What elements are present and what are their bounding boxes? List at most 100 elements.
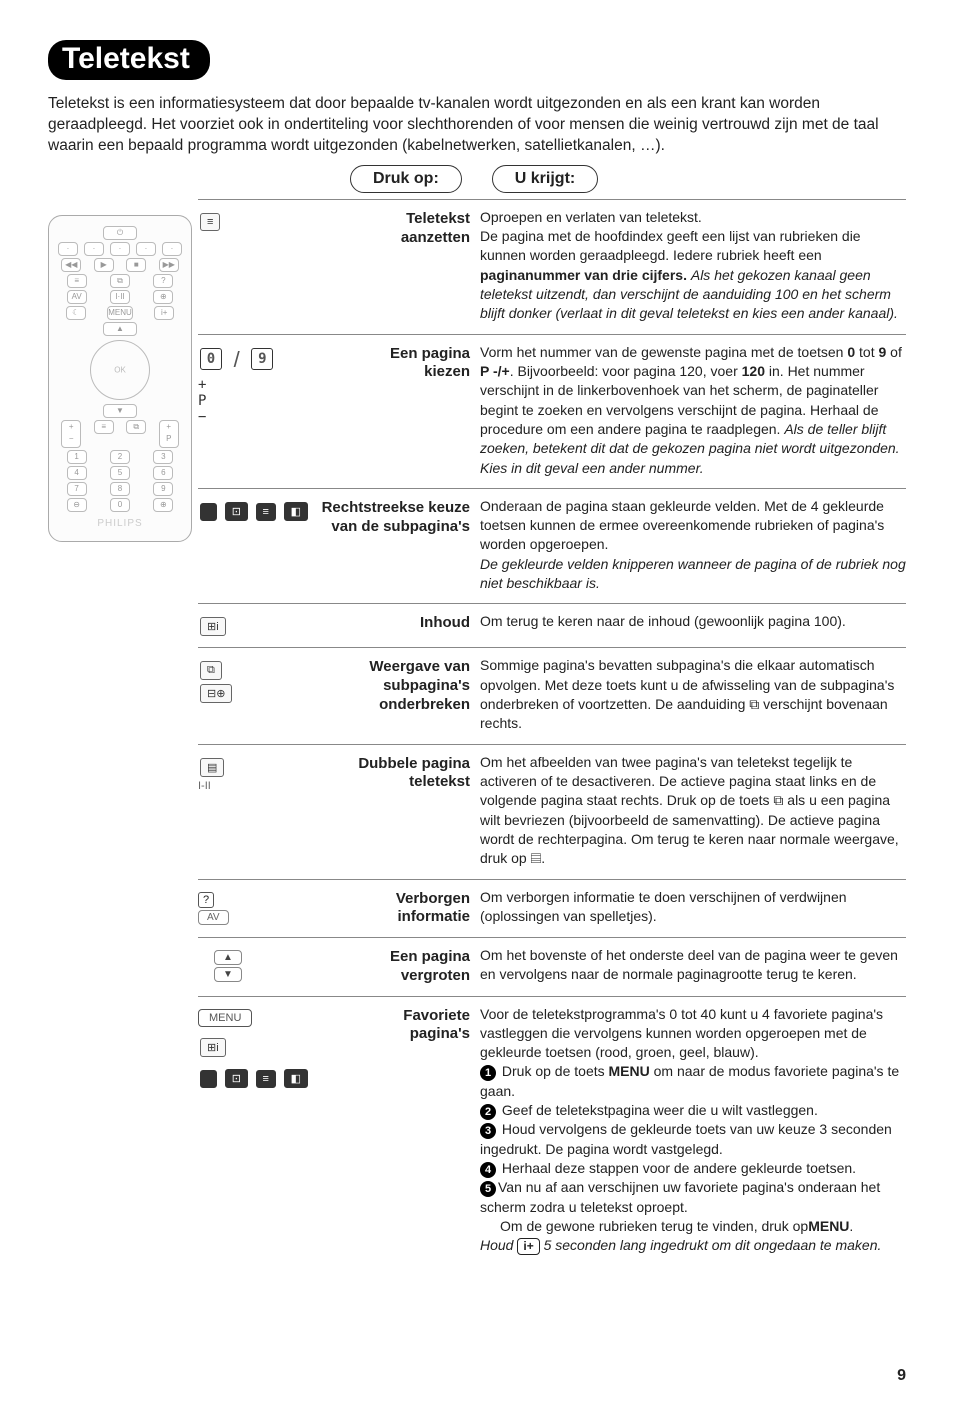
- row-label: Teletekst aanzetten: [310, 208, 480, 324]
- text: Van nu af aan verschijnen uw favoriete p…: [480, 1179, 880, 1214]
- row-body: Om terug te keren naar de inhoud (gewoon…: [480, 612, 906, 637]
- row-icon: [198, 946, 310, 986]
- row-label: Een pagina kiezen: [310, 343, 480, 478]
- step-number-icon: 4: [480, 1162, 496, 1178]
- text: Om het bovenste of het onderste deel van…: [480, 947, 898, 982]
- row-icon: ? AV: [198, 888, 310, 928]
- index-icon: ⊞i: [200, 617, 226, 636]
- label-line: kiezen: [424, 363, 470, 380]
- row-label: Een pagina vergroten: [310, 946, 480, 986]
- av-icon: AV: [198, 910, 229, 925]
- page-number: 9: [897, 1367, 906, 1385]
- table-row: 0 / 9 +P− Een pagina kiezen Vorm het num…: [198, 335, 906, 489]
- text: Om verborgen informatie te doen verschij…: [480, 889, 847, 924]
- subpage-icon: ⊟⊕: [200, 684, 232, 703]
- row-label: Dubbele pagina teletekst: [310, 753, 480, 869]
- iplus-icon: i+: [517, 1238, 539, 1255]
- label-line: vergroten: [401, 967, 470, 984]
- header-you-get: U krijgt:: [492, 165, 598, 193]
- label-line: aanzetten: [401, 229, 470, 246]
- digit-key-icon: 9: [251, 348, 273, 370]
- digit-key-icon: 0: [200, 348, 222, 370]
- text: Herhaal deze stappen voor de andere gekl…: [498, 1160, 856, 1176]
- yellow-key-icon: ≡: [256, 1070, 276, 1088]
- bold-text: 120: [742, 363, 765, 379]
- menu-button-icon: MENU: [198, 1009, 252, 1027]
- page-root: Teletekst Teletekst is een informatiesys…: [0, 0, 954, 1405]
- blue-key-icon: ◧: [284, 502, 308, 521]
- row-body: Vorm het nummer van de gewenste pagina m…: [480, 343, 906, 478]
- row-label: Favoriete pagina's: [310, 1005, 480, 1256]
- text: Om terug te keren naar de inhoud (gewoon…: [480, 613, 846, 629]
- up-arrow-icon: [214, 950, 242, 965]
- row-body: Oproepen en verlaten van teletekst. De p…: [480, 208, 906, 324]
- page-title: Teletekst: [48, 40, 210, 80]
- step-number-icon: 1: [480, 1065, 496, 1081]
- row-body: Om het afbeelden van twee pagina's van t…: [480, 753, 906, 869]
- remote-illustration-column: ⏻ ····· ◀◀▶■▶▶ ≡⧉? AVI·II⊕ ☾MENUi+ ▲: [48, 215, 198, 1266]
- text: Om de gewone rubrieken terug te vinden, …: [500, 1217, 808, 1236]
- table-row: ? AV Verborgen informatie Om verborgen i…: [198, 880, 906, 939]
- text: Druk op de toets: [498, 1063, 609, 1079]
- text: Onderaan de pagina staan gekleurde velde…: [480, 498, 884, 553]
- label-line: Rechtstreekse keuze: [322, 499, 470, 516]
- step-number-icon: 2: [480, 1104, 496, 1120]
- label-line: Favoriete: [403, 1007, 470, 1024]
- green-key-icon: ⊡: [225, 1069, 248, 1088]
- label-line: Een pagina: [390, 948, 470, 965]
- row-body: Om het bovenste of het onderste deel van…: [480, 946, 906, 986]
- italic-text: De gekleurde velden knipperen wanneer de…: [480, 556, 906, 591]
- label-line: teletekst: [409, 773, 470, 790]
- table-row: Een pagina vergroten Om het bovenste of …: [198, 938, 906, 997]
- row-icon: ⊡ ≡ ◧: [198, 497, 310, 594]
- blue-key-icon: ◧: [284, 1069, 308, 1088]
- table-row: MENU ⊞i ⊡ ≡ ◧ Favoriete pagina': [198, 997, 906, 1266]
- table-row: ⊞i Inhoud Om terug te keren naar de inho…: [198, 604, 906, 648]
- row-label: Verborgen informatie: [310, 888, 480, 928]
- step-number-icon: 3: [480, 1123, 496, 1139]
- row-body: Sommige pagina's bevatten subpagina's di…: [480, 656, 906, 733]
- table-row: ⧉ ⊟⊕ Weergave van subpagina's onderbreke…: [198, 648, 906, 744]
- label-line: Teletekst: [406, 210, 470, 227]
- dual-page-icon: ▤: [200, 758, 224, 777]
- red-key-icon: [200, 503, 217, 521]
- subpage-hold-icon: ⧉: [200, 661, 222, 680]
- label-line: onderbreken: [379, 696, 470, 713]
- row-icon: ≡: [198, 208, 310, 324]
- text: Om het afbeelden van twee pagina's van t…: [480, 754, 899, 867]
- intro-paragraph: Teletekst is een informatiesysteem dat d…: [48, 94, 906, 157]
- row-icon: 0 / 9 +P−: [198, 343, 310, 478]
- reveal-icon: ?: [198, 892, 214, 908]
- label-line: subpagina's: [383, 677, 470, 694]
- text: Geef de teletekstpagina weer die u wilt …: [498, 1102, 818, 1118]
- instruction-table-column: Druk op: U krijgt: ≡ Teletekst aanzetten…: [198, 165, 906, 1266]
- row-body: Onderaan de pagina staan gekleurde velde…: [480, 497, 906, 594]
- row-body: Om verborgen informatie te doen verschij…: [480, 888, 906, 928]
- text: Sommige pagina's bevatten subpagina's di…: [480, 657, 894, 731]
- content-columns: ⏻ ····· ◀◀▶■▶▶ ≡⧉? AVI·II⊕ ☾MENUi+ ▲: [48, 165, 906, 1266]
- row-label: Rechtstreekse keuze van de subpagina's: [310, 497, 480, 594]
- table-header-row: Druk op: U krijgt:: [198, 165, 906, 193]
- label-line: Een pagina: [390, 345, 470, 362]
- bold-text: P -/+: [480, 363, 510, 379]
- text: .: [849, 1218, 853, 1234]
- bold-text: MENU: [609, 1063, 650, 1079]
- label-line: informatie: [397, 908, 470, 925]
- bold-text: MENU: [808, 1218, 849, 1234]
- yellow-key-icon: ≡: [256, 503, 276, 521]
- label-line: pagina's: [410, 1025, 470, 1042]
- text: tot: [855, 344, 878, 360]
- bold-text: paginanummer van drie cijfers.: [480, 267, 687, 283]
- row-label: Weergave van subpagina's onderbreken: [310, 656, 480, 733]
- label-line: Inhoud: [420, 614, 470, 631]
- table-row: ⊡ ≡ ◧ Rechtstreekse keuze van de subpagi…: [198, 489, 906, 605]
- text: Vorm het nummer van de gewenste pagina m…: [480, 344, 847, 360]
- italic-text: Houd: [480, 1237, 517, 1253]
- row-icon: ▤ I-II: [198, 753, 310, 869]
- label-line: Verborgen: [396, 890, 470, 907]
- down-arrow-icon: [214, 967, 242, 982]
- green-key-icon: ⊡: [225, 502, 248, 521]
- remote-control-illustration: ⏻ ····· ◀◀▶■▶▶ ≡⧉? AVI·II⊕ ☾MENUi+ ▲: [48, 215, 192, 542]
- italic-text: 5 seconden lang ingedrukt om dit ongedaa…: [544, 1237, 882, 1253]
- red-key-icon: [200, 1070, 217, 1088]
